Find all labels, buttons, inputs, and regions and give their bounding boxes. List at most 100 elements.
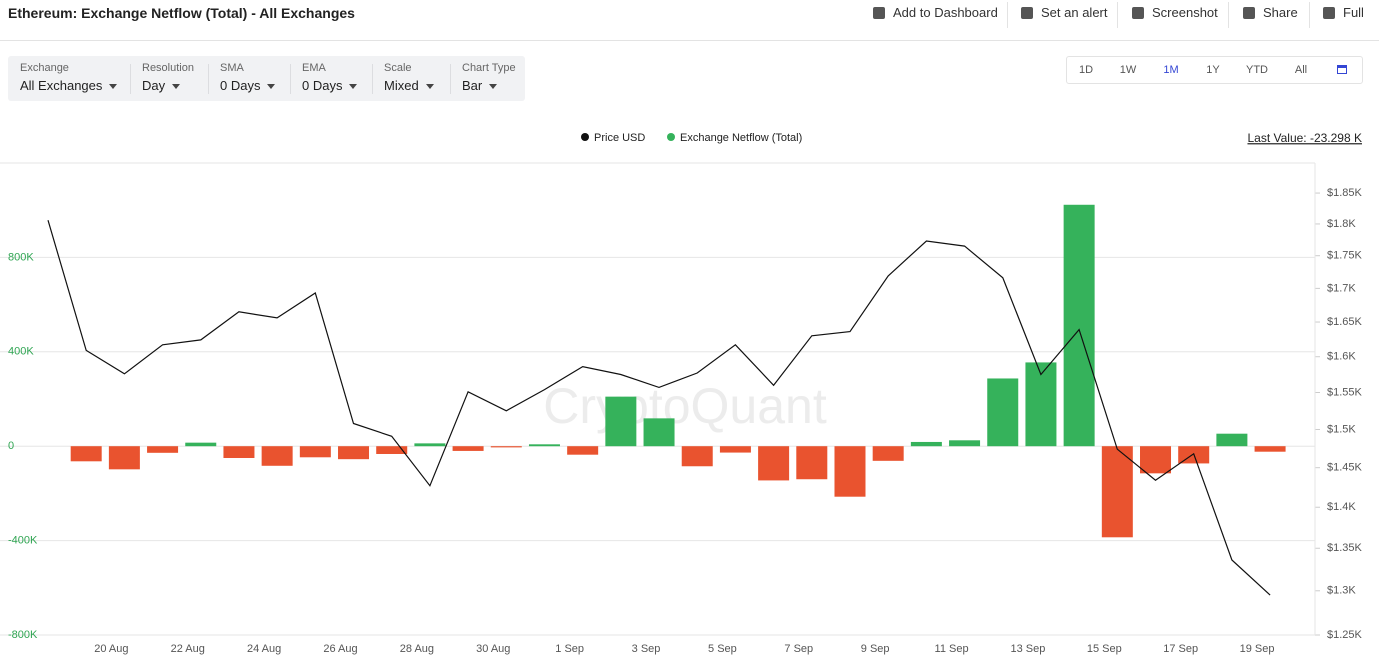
x-tick-label: 20 Aug [94, 643, 128, 655]
range-button[interactable]: 1W [1119, 64, 1137, 76]
range-selector: 1D 1W 1M 1Y YTD All [1066, 56, 1363, 84]
filter-divider [130, 64, 131, 94]
header-action[interactable]: Set an alert [1021, 5, 1108, 20]
x-tick-label: 9 Sep [861, 643, 890, 655]
header-action[interactable]: Full [1323, 5, 1364, 20]
watermark: CryptoQuant [543, 378, 827, 434]
header-action[interactable]: Screenshot [1132, 5, 1218, 20]
bar [1101, 446, 1133, 538]
x-tick-label: 11 Sep [935, 643, 969, 655]
filter-value: Mixed [384, 78, 434, 93]
bar [414, 443, 446, 447]
legend-label: Price USD [594, 132, 645, 144]
action-label: Set an alert [1041, 5, 1108, 20]
bar [452, 446, 484, 451]
separator [1007, 2, 1008, 28]
y2-tick-label: $1.55K [1327, 386, 1363, 398]
bar [223, 446, 255, 458]
bar [834, 446, 866, 497]
bar [605, 396, 637, 447]
bar [758, 446, 790, 481]
page-title: Ethereum: Exchange Netflow (Total) - All… [8, 5, 355, 21]
filter-value: Day [142, 78, 180, 93]
bar [681, 446, 713, 467]
legend-marker [667, 133, 675, 141]
price-line [47, 220, 1271, 596]
bar [70, 446, 102, 462]
x-tick-label: 19 Sep [1240, 643, 1275, 655]
action-label: Share [1263, 5, 1298, 20]
bar [1216, 433, 1248, 447]
y2-tick-label: $1.4K [1327, 501, 1356, 513]
range-button[interactable]: 1D [1078, 64, 1094, 76]
bar [910, 441, 942, 447]
x-tick-label: 15 Sep [1087, 643, 1122, 655]
action-icon [1021, 6, 1033, 19]
y-tick-label: -400K [8, 535, 38, 547]
calendar-button[interactable] [1337, 65, 1347, 74]
action-label: Add to Dashboard [893, 5, 998, 20]
filter-value: 0 Days [302, 78, 357, 93]
header-action[interactable]: Add to Dashboard [873, 5, 998, 20]
action-icon [873, 6, 885, 19]
bar [987, 378, 1019, 447]
y2-tick-label: $1.65K [1327, 316, 1363, 328]
y2-tick-label: $1.3K [1327, 585, 1356, 597]
bar [185, 442, 217, 447]
separator [1309, 2, 1310, 28]
y2-tick-label: $1.7K [1327, 282, 1356, 294]
legend-marker [581, 133, 589, 141]
range-button[interactable]: 1M [1163, 64, 1179, 76]
filter-dropdown[interactable]: EMA 0 Days [302, 62, 357, 95]
y2-tick-label: $1.6K [1327, 351, 1356, 363]
header-action[interactable]: Share [1243, 5, 1298, 20]
filter-divider [372, 64, 373, 94]
legend-label: Exchange Netflow (Total) [680, 132, 802, 144]
bar [338, 446, 370, 460]
action-icon [1243, 6, 1255, 19]
filter-label: Exchange [20, 62, 69, 74]
y-tick-label: 800K [8, 251, 34, 263]
x-tick-label: 3 Sep [632, 643, 661, 655]
bar [147, 446, 179, 453]
filter-dropdown[interactable]: Chart Type Bar [462, 62, 516, 95]
filter-label: Scale [384, 62, 412, 74]
filter-dropdown[interactable]: Scale Mixed [384, 62, 434, 95]
action-icon [1132, 6, 1144, 19]
filter-divider [450, 64, 451, 94]
bar [376, 446, 408, 454]
bar [643, 418, 675, 447]
filter-dropdown[interactable]: SMA 0 Days [220, 62, 275, 95]
filter-dropdown[interactable]: Resolution Day [142, 62, 194, 95]
filter-label: Chart Type [462, 62, 516, 74]
x-tick-label: 5 Sep [708, 643, 737, 655]
bar [1254, 446, 1286, 452]
filter-value: Bar [462, 78, 497, 93]
filter-label: SMA [220, 62, 244, 74]
y2-tick-label: $1.75K [1327, 250, 1363, 262]
bar [1063, 204, 1095, 447]
last-value: Last Value: -23.298 K [1247, 131, 1362, 145]
range-button[interactable]: All [1294, 64, 1308, 76]
range-button[interactable]: 1Y [1206, 64, 1220, 76]
x-tick-label: 24 Aug [247, 643, 281, 655]
filter-dropdown[interactable]: Exchange All Exchanges [20, 62, 117, 95]
y2-tick-label: $1.8K [1327, 218, 1356, 230]
bar [261, 446, 293, 466]
bar [719, 446, 751, 453]
x-tick-label: 13 Sep [1011, 643, 1046, 655]
y-tick-label: 0 [8, 440, 14, 452]
action-icon [1323, 6, 1335, 19]
range-button[interactable]: YTD [1246, 64, 1268, 76]
y2-tick-label: $1.5K [1327, 423, 1356, 435]
bar [1025, 362, 1057, 447]
y-tick-label: 400K [8, 346, 34, 358]
x-tick-label: 22 Aug [171, 643, 205, 655]
action-label: Full [1343, 5, 1364, 20]
separator [1228, 2, 1229, 28]
divider [0, 40, 1379, 41]
filter-label: Resolution [142, 62, 194, 74]
bar [567, 446, 599, 455]
y2-tick-label: $1.35K [1327, 542, 1363, 554]
